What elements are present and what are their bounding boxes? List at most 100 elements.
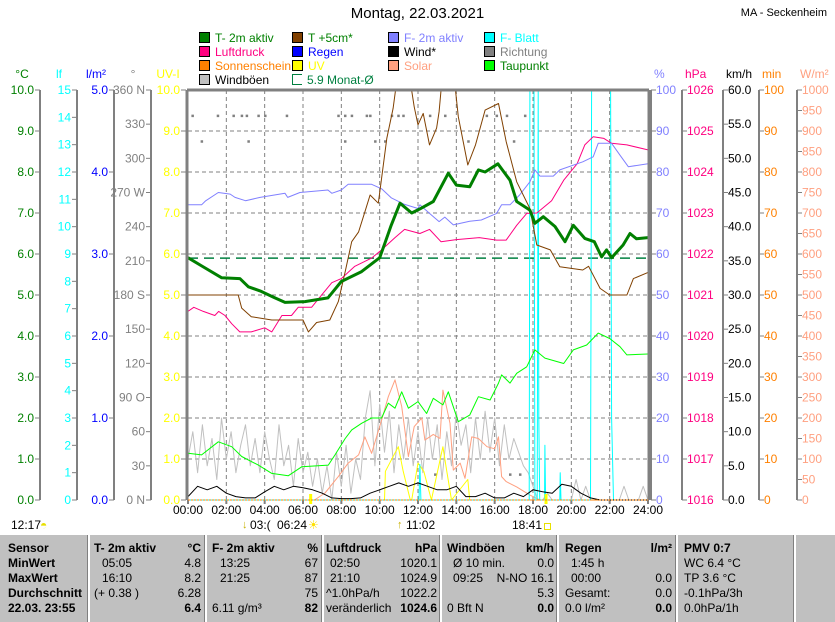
axis-tick-label-temp: 6.0: [17, 247, 34, 261]
axis-tick-label-dir: 210: [125, 254, 145, 268]
axis-tick-label-uv: 3.0: [163, 370, 180, 384]
cell-gust-value: 0.0: [537, 556, 554, 570]
axis-tick-label-uv: 9.0: [163, 124, 180, 138]
axis-tick-label-solar: 700: [802, 206, 822, 220]
axis-tick-label-uv: 1.0: [163, 452, 180, 466]
axis-tick-label-hum: 20: [656, 411, 670, 425]
legend-label: T- 2m aktiv: [215, 31, 274, 45]
cell-f2m-value: 67: [304, 556, 318, 570]
axis-tick-label-dir: 150: [125, 322, 145, 336]
axis-tick-label-temp: 2.0: [17, 411, 34, 425]
axis-tick-label-leaf: 7: [64, 302, 71, 316]
axis-unit-sun: min: [762, 67, 781, 81]
table-header-rain: Regen: [565, 541, 602, 555]
legend-swatch: [199, 32, 210, 43]
axis-tick-label-temp: 8.0: [17, 165, 34, 179]
cell-f2m-left: 13:25: [220, 556, 251, 570]
axis-tick-label-sun: 90: [764, 124, 778, 138]
axis-tick-label-solar: 450: [802, 309, 822, 323]
cell-press-value: 1020.1: [400, 556, 437, 570]
axis-tick-label-solar: 900: [802, 124, 822, 138]
legend-label: Windböen: [215, 73, 270, 87]
direction-point: [200, 140, 204, 143]
axis-tick-label-sun: 10: [764, 452, 778, 466]
axis-tick-label-press: 1025: [687, 124, 714, 138]
axis-tick-label-hum: 40: [656, 329, 670, 343]
legend-label: Wind*: [404, 45, 437, 59]
axis-tick-label-press: 1022: [687, 247, 714, 261]
cell-gust-left: 09:25: [453, 571, 484, 585]
x-tick-label: 12:00: [403, 503, 433, 517]
axis-tick-label-wind: 5.0: [728, 459, 745, 473]
axis-unit-dir: °: [131, 67, 136, 81]
axis-tick-label-hum: 80: [656, 165, 670, 179]
direction-point: [232, 114, 235, 118]
legend-swatch: [199, 74, 210, 85]
x-tick-label: 00:00: [173, 503, 203, 517]
legend-item: F- Blatt: [484, 32, 539, 45]
axis-tick-label-sun: 40: [764, 329, 778, 343]
axis-tick-label-solar: 50: [802, 473, 816, 487]
axis-tick-label-dir: 360 N: [113, 83, 145, 97]
cell-gust-value: N-NO 16.1: [496, 571, 554, 585]
axis-tick-label-solar: 350: [802, 350, 822, 364]
axis-tick-label-uv: 0.0: [163, 493, 180, 507]
direction-point: [467, 140, 470, 143]
axis-tick-label-hum: 70: [656, 206, 670, 220]
series-t-5cm-: [188, 90, 648, 333]
series-t-2m-aktiv: [188, 162, 648, 304]
direction-point: [509, 473, 512, 476]
row-label: Durchschnitt: [8, 586, 83, 600]
legend-item: Regen: [292, 46, 343, 59]
legend-label: Richtung: [500, 45, 548, 59]
axis-tick-label-leaf: 8: [64, 274, 71, 288]
axis-tick-label-rain: 1.0: [91, 411, 108, 425]
cell-rain-left: 00:00: [571, 571, 602, 585]
table-header-t2m: T- 2m aktiv: [94, 541, 157, 555]
direction-point: [495, 114, 499, 118]
direction-point: [191, 114, 194, 118]
direction-point: [365, 114, 369, 118]
cell-t2m-value: 6.28: [177, 586, 201, 600]
row-label: 22.03. 23:55: [8, 601, 76, 615]
direction-point: [337, 114, 340, 118]
series-luftdruck: [188, 136, 648, 333]
axis-tick-label-solar: 100: [802, 452, 822, 466]
axis-tick-label-temp: 4.0: [17, 329, 34, 343]
x-tick-label: 24:00: [633, 503, 663, 517]
axis-tick-label-wind: 35.0: [728, 254, 752, 268]
sunset-icon: [544, 523, 551, 530]
axis-unit-temp: °C: [15, 67, 29, 81]
direction-point: [402, 114, 405, 118]
sunset-time: 18:41: [512, 518, 543, 532]
axis-tick-label-hum: 90: [656, 124, 670, 138]
sun-icon: ☀: [308, 518, 319, 532]
axis-tick-label-temp: 10.0: [11, 83, 35, 97]
x-tick-label: 08:00: [326, 503, 356, 517]
axis-tick-label-sun: 50: [764, 288, 778, 302]
x-tick-label: 06:00: [288, 503, 318, 517]
legend-item: Solar: [388, 60, 432, 73]
axis-tick-label-temp: 9.0: [17, 124, 34, 138]
axis-unit-uv: UV-I: [156, 67, 179, 81]
legend-swatch: [484, 46, 495, 57]
x-tick-label: 16:00: [480, 503, 510, 517]
axis-tick-label-rain: 5.0: [91, 83, 108, 97]
table-unit-t2m: °C: [187, 541, 201, 555]
axis-tick-label-sun: 60: [764, 247, 778, 261]
direction-point: [369, 114, 372, 118]
direction-point: [240, 114, 244, 118]
series-wind-: [188, 482, 648, 501]
moon-icon: ◓: [40, 518, 48, 532]
axis-tick-label-leaf: 11: [59, 192, 72, 206]
direction-point: [247, 140, 250, 143]
axis-tick-label-press: 1020: [687, 329, 714, 343]
axis-tick-label-solar: 150: [802, 432, 822, 446]
moonset-icon: ↓: [242, 519, 248, 531]
axis-tick-label-dir: 30: [132, 459, 146, 473]
axis-tick-label-leaf: 5: [64, 356, 71, 370]
cell-press-left: 21:10: [330, 571, 361, 585]
cell-press-left: ^1.0hPa/h: [326, 586, 380, 600]
cell-pmv: WC 6.4 °C: [684, 556, 741, 570]
